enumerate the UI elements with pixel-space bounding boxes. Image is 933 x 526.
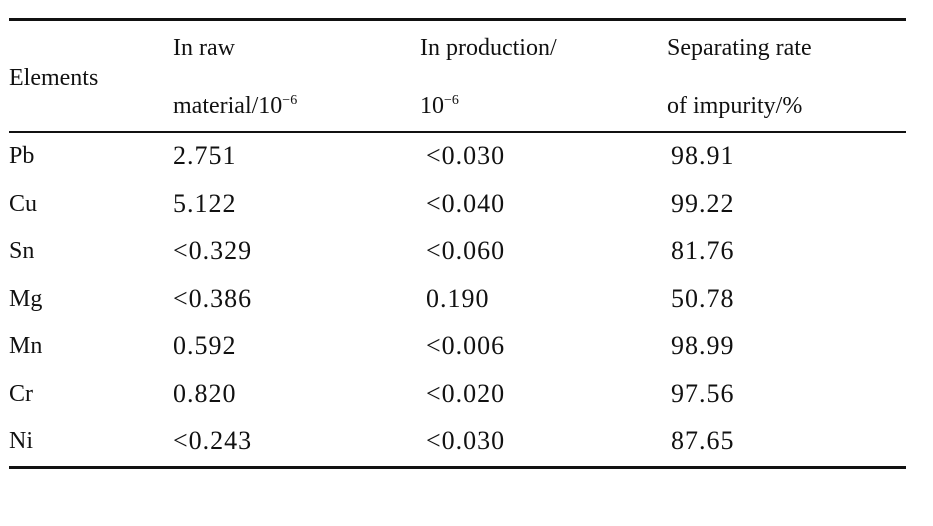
header-rate-line2: of impurity/% bbox=[667, 93, 803, 119]
table-body: Pb 2.751 <0.030 98.91 Cu 5.122 <0.040 99… bbox=[9, 133, 906, 466]
cell-production: 0.190 bbox=[426, 283, 490, 313]
cell-raw: <0.243 bbox=[173, 426, 253, 455]
header-prod-unit: 10 bbox=[420, 93, 444, 119]
cell-rate: 98.99 bbox=[671, 331, 735, 360]
cell-raw: 5.122 bbox=[173, 188, 237, 218]
cell-raw: 2.751 bbox=[173, 141, 237, 170]
table-row: Sn <0.329 <0.060 81.76 bbox=[9, 228, 906, 276]
cell-rate: 98.91 bbox=[671, 141, 735, 170]
table-row: Mn 0.592 <0.006 98.99 bbox=[9, 323, 906, 371]
header-elements: Elements bbox=[9, 63, 98, 93]
table-row: Cr 0.820 <0.020 97.56 bbox=[9, 371, 906, 419]
table-header: Elements In raw material/10−6 In product… bbox=[9, 21, 906, 131]
cell-element: Mn bbox=[9, 333, 43, 359]
cell-production: <0.030 bbox=[426, 141, 506, 170]
header-separating-rate: Separating rate of impurity/% bbox=[667, 33, 812, 121]
cell-raw: 0.820 bbox=[173, 378, 237, 408]
cell-element: Cr bbox=[9, 380, 33, 407]
table-header-rule bbox=[9, 131, 906, 133]
cell-production: <0.006 bbox=[426, 331, 506, 360]
header-prod-line2: 10−6 bbox=[420, 91, 557, 121]
header-raw-line1: In raw bbox=[173, 35, 235, 61]
table-row: Ni <0.243 <0.030 87.65 bbox=[9, 418, 906, 466]
header-rate-line1: Separating rate bbox=[667, 35, 812, 61]
impurity-table: Elements In raw material/10−6 In product… bbox=[9, 18, 906, 469]
header-raw-line2: material/10−6 bbox=[173, 91, 297, 121]
header-raw-material: In raw material/10−6 bbox=[173, 33, 297, 121]
cell-rate: 87.65 bbox=[671, 426, 735, 455]
table-row: Mg <0.386 0.190 50.78 bbox=[9, 276, 906, 324]
cell-raw: <0.329 bbox=[173, 236, 253, 265]
cell-element: Ni bbox=[9, 428, 33, 454]
cell-element: Mg bbox=[9, 285, 43, 312]
table-row: Pb 2.751 <0.030 98.91 bbox=[9, 133, 906, 181]
cell-rate: 99.22 bbox=[671, 188, 735, 218]
header-elements-label: Elements bbox=[9, 65, 99, 91]
cell-element: Sn bbox=[9, 238, 35, 264]
cell-production: <0.060 bbox=[426, 236, 506, 265]
header-prod-exponent: −6 bbox=[444, 93, 459, 108]
table-row: Cu 5.122 <0.040 99.22 bbox=[9, 181, 906, 229]
table-top-rule bbox=[9, 18, 906, 21]
header-production: In production/ 10−6 bbox=[420, 33, 557, 121]
cell-raw: 0.592 bbox=[173, 331, 237, 360]
cell-production: <0.020 bbox=[426, 378, 506, 408]
table-bottom-rule bbox=[9, 465, 906, 469]
cell-production: <0.030 bbox=[426, 426, 506, 455]
header-raw-exponent: −6 bbox=[282, 93, 298, 108]
cell-element: Pb bbox=[9, 143, 35, 169]
cell-rate: 97.56 bbox=[671, 378, 735, 408]
cell-rate: 81.76 bbox=[671, 236, 735, 265]
cell-raw: <0.386 bbox=[173, 283, 253, 313]
header-raw-unit: material/10 bbox=[173, 93, 283, 119]
cell-production: <0.040 bbox=[426, 188, 506, 218]
cell-element: Cu bbox=[9, 190, 38, 217]
cell-rate: 50.78 bbox=[671, 283, 735, 313]
header-prod-line1: In production/ bbox=[420, 35, 557, 61]
